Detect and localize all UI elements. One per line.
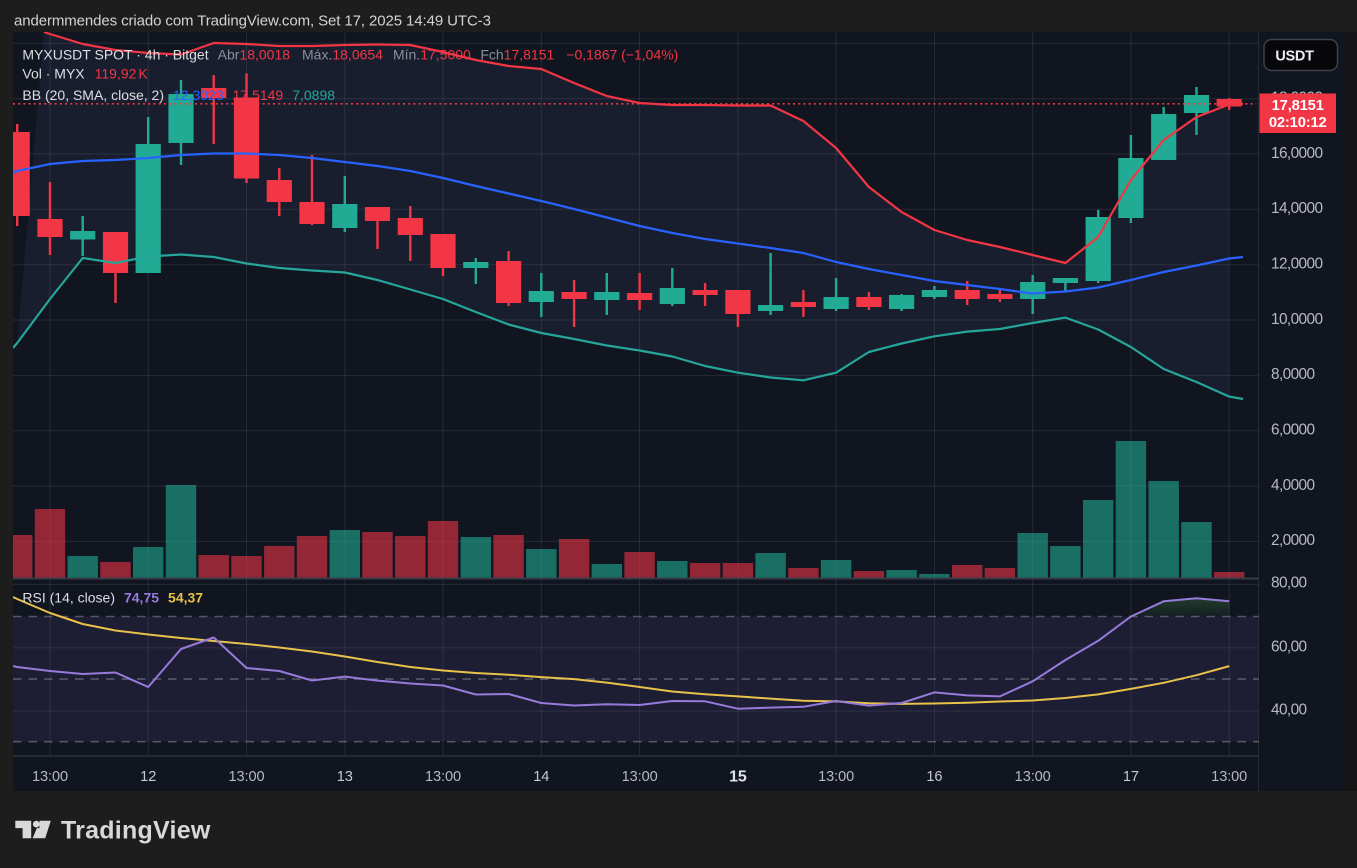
svg-text:10,0000: 10,0000: [1271, 311, 1322, 328]
svg-text:14,0000: 14,0000: [1271, 200, 1322, 217]
svg-text:12,0000: 12,0000: [1271, 256, 1322, 273]
svg-text:2,0000: 2,0000: [1271, 532, 1315, 549]
svg-text:USDT: USDT: [1275, 48, 1314, 64]
svg-text:13:00: 13:00: [1211, 769, 1247, 785]
svg-text:14: 14: [533, 769, 549, 785]
svg-text:40,00: 40,00: [1271, 701, 1307, 718]
svg-text:13: 13: [337, 769, 353, 785]
svg-text:17,8151: 17,8151: [1272, 98, 1324, 114]
svg-text:13:00: 13:00: [425, 769, 461, 785]
svg-text:6,0000: 6,0000: [1271, 422, 1315, 439]
svg-text:17: 17: [1123, 769, 1139, 785]
svg-text:13:00: 13:00: [228, 769, 264, 785]
svg-text:15: 15: [729, 768, 747, 785]
svg-text:16,0000: 16,0000: [1271, 145, 1322, 162]
svg-text:80,00: 80,00: [1271, 575, 1307, 592]
svg-text:13:00: 13:00: [818, 769, 854, 785]
svg-text:8,0000: 8,0000: [1271, 366, 1315, 383]
svg-text:02:10:12: 02:10:12: [1269, 115, 1327, 131]
svg-text:TradingView: TradingView: [61, 817, 211, 845]
svg-text:13:00: 13:00: [32, 769, 68, 785]
svg-text:13:00: 13:00: [1015, 769, 1051, 785]
svg-text:andermmendes criado com Tradin: andermmendes criado com TradingView.com,…: [14, 13, 491, 30]
svg-text:60,00: 60,00: [1271, 639, 1307, 656]
svg-text:16: 16: [926, 769, 942, 785]
svg-text:12: 12: [140, 769, 156, 785]
svg-text:4,0000: 4,0000: [1271, 477, 1315, 494]
svg-text:13:00: 13:00: [622, 769, 658, 785]
